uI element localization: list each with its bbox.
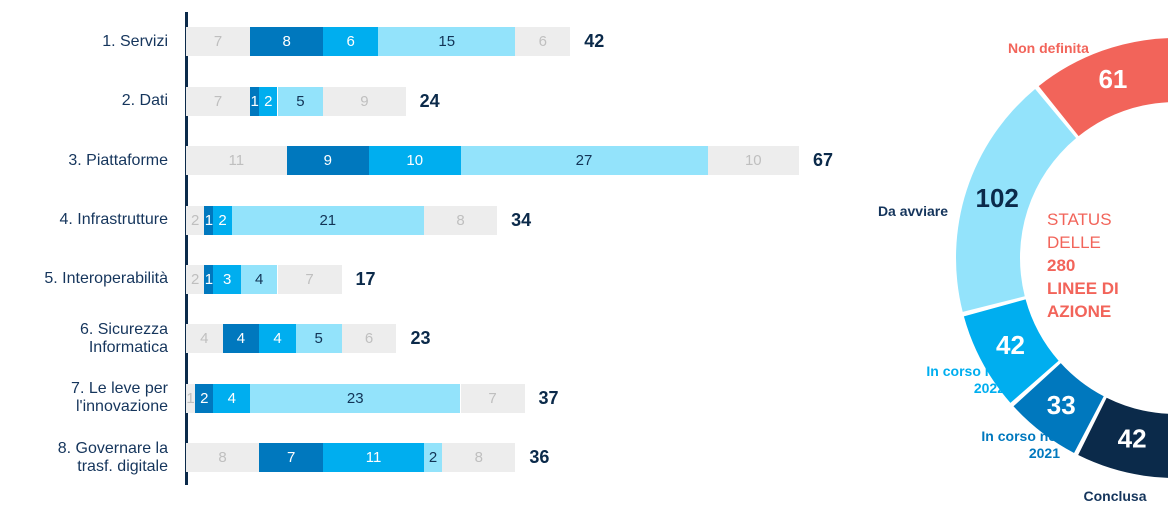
svg-text:61: 61 (1098, 64, 1127, 94)
svg-text:33: 33 (1047, 390, 1076, 420)
svg-text:42: 42 (1118, 424, 1147, 454)
svg-text:102: 102 (976, 183, 1019, 213)
svg-text:42: 42 (996, 330, 1025, 360)
